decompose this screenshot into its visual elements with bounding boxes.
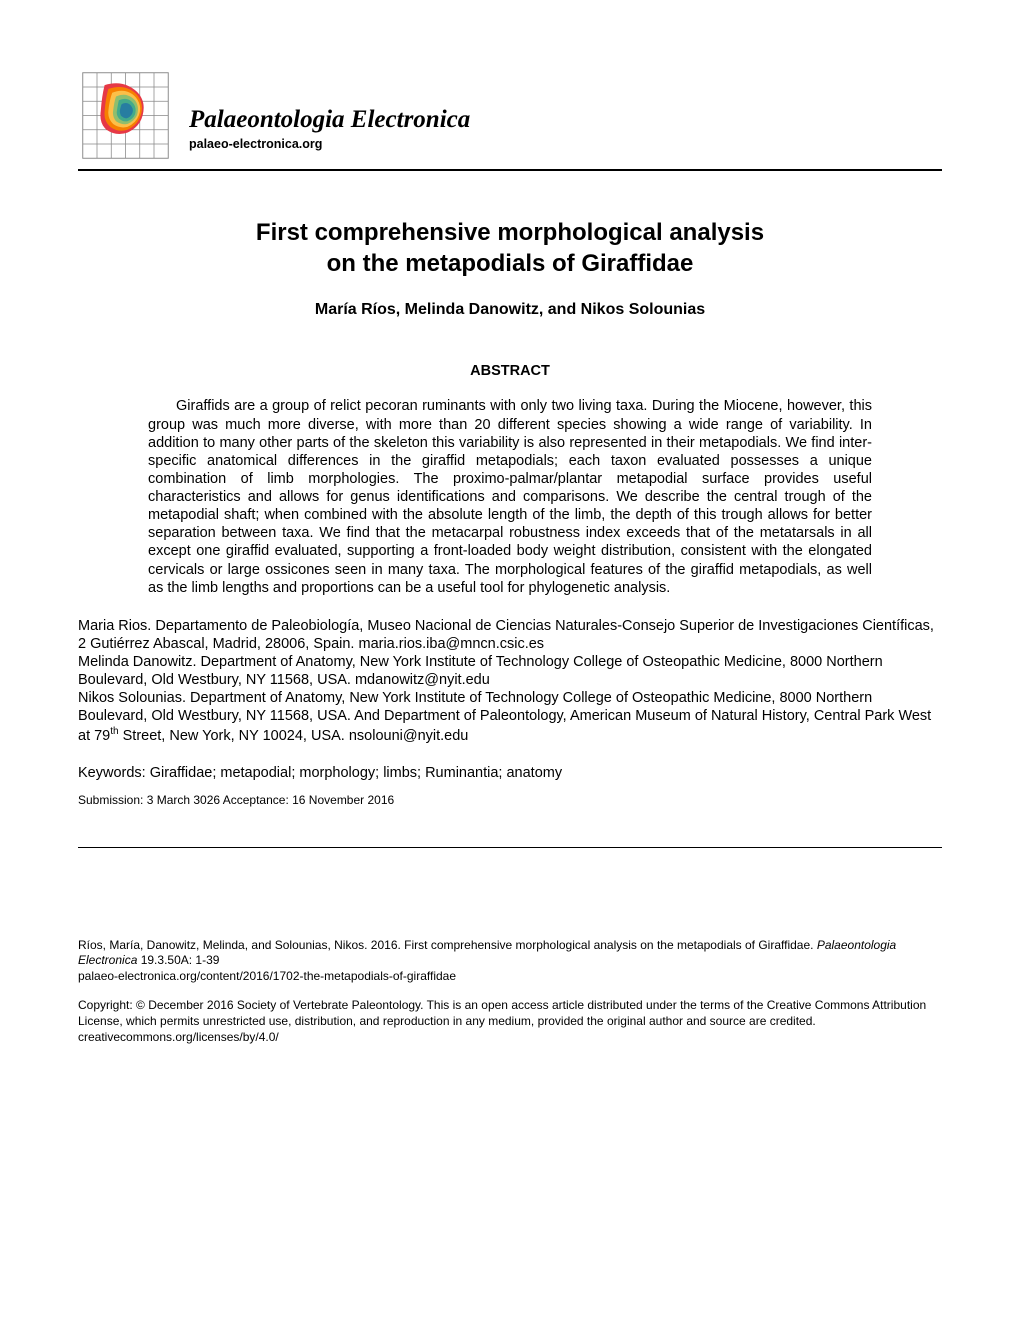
abstract-text: Giraffids are a group of relict pecoran … — [78, 397, 942, 596]
header: Palaeontologia Electronica palaeo-electr… — [78, 68, 942, 163]
abstract-heading: ABSTRACT — [78, 363, 942, 379]
citation-text-1: Ríos, María, Danowitz, Melinda, and Solo… — [78, 938, 817, 952]
journal-name: Palaeontologia Electronica — [189, 106, 470, 134]
authors: María Ríos, Melinda Danowitz, and Nikos … — [78, 301, 942, 319]
title-line-2: on the metapodials of Giraffidae — [327, 250, 694, 277]
title-line-1: First comprehensive morphological analys… — [256, 219, 764, 246]
author-affiliations: Maria Rios. Departamento de Paleobiologí… — [78, 617, 942, 745]
author-solounias-2: Street, New York, NY 10024, USA. nsoloun… — [119, 727, 469, 743]
author-danowitz: Melinda Danowitz. Department of Anatomy,… — [78, 654, 883, 688]
copyright-text: Copyright: © December 2016 Society of Ve… — [78, 998, 926, 1028]
divider-top — [78, 169, 942, 171]
submission-dates: Submission: 3 March 3026 Acceptance: 16 … — [78, 793, 942, 807]
journal-url: palaeo-electronica.org — [189, 137, 470, 151]
citation-url: palaeo-electronica.org/content/2016/1702… — [78, 969, 456, 983]
journal-info: Palaeontologia Electronica palaeo-electr… — [189, 80, 470, 151]
copyright-url: creativecommons.org/licenses/by/4.0/ — [78, 1030, 279, 1044]
citation: Ríos, María, Danowitz, Melinda, and Solo… — [78, 938, 942, 985]
journal-logo-icon — [78, 68, 173, 163]
author-rios: Maria Rios. Departamento de Paleobiologí… — [78, 618, 934, 652]
keywords: Keywords: Giraffidae; metapodial; morpho… — [78, 764, 942, 782]
ordinal-sup: th — [110, 726, 118, 737]
divider-mid — [78, 847, 942, 848]
citation-text-2: 19.3.50A: 1-39 — [137, 953, 219, 967]
article-title: First comprehensive morphological analys… — [78, 217, 942, 279]
copyright: Copyright: © December 2016 Society of Ve… — [78, 998, 942, 1045]
